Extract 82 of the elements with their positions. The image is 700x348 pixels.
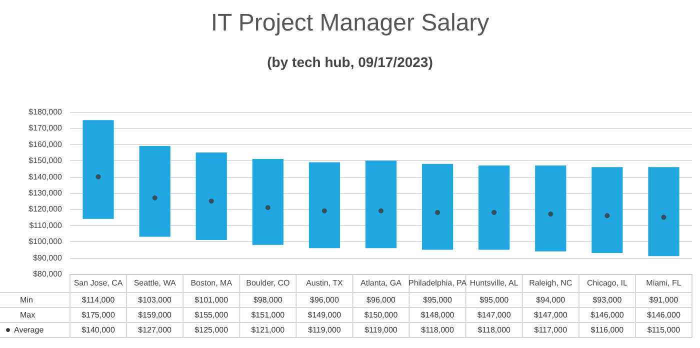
point xyxy=(548,212,554,217)
text: $148,000 xyxy=(420,310,455,320)
text: $91,000 xyxy=(649,296,679,304)
data-label: $117,000 xyxy=(534,326,568,334)
point xyxy=(152,195,158,200)
data-label: $140,000 xyxy=(82,326,116,334)
x-tick-label: Boston, MA xyxy=(190,278,233,288)
text: $93,000 xyxy=(592,296,622,304)
chart-title: IT Project Manager Salary xyxy=(210,10,490,36)
x-tick-label: Boulder, CO xyxy=(246,278,290,288)
bar xyxy=(478,165,510,250)
y-tick-label: $130,000 xyxy=(28,188,63,198)
text: $159,000 xyxy=(138,310,172,320)
y-tick-label: $120,000 xyxy=(28,204,63,214)
y-tick-label: $180,000 xyxy=(28,108,63,116)
text: $96,000 xyxy=(366,296,396,304)
bar xyxy=(592,167,623,253)
text: $98,000 xyxy=(253,296,283,304)
text: $146,000 xyxy=(647,310,681,320)
text: Max xyxy=(20,310,36,320)
bar xyxy=(82,120,114,219)
point xyxy=(96,174,101,180)
data-label: $127,000 xyxy=(138,326,172,334)
x-tick-label: Atlanta, GA xyxy=(360,278,402,288)
point xyxy=(661,214,666,220)
text: $114,000 xyxy=(82,296,116,304)
point xyxy=(604,213,610,218)
y-tick-label: $170,000 xyxy=(28,124,63,133)
bar xyxy=(308,162,340,248)
x-tick-label: Austin, TX xyxy=(306,278,344,288)
bar xyxy=(648,167,680,256)
point xyxy=(435,210,440,215)
bar xyxy=(252,158,284,245)
x-tick-label: Philadelphia, PA xyxy=(408,278,468,288)
point xyxy=(208,198,214,204)
x-tick-label: Seattle, WA xyxy=(134,278,176,288)
data-label: $118,000 xyxy=(478,326,512,334)
x-tick-label: Chicago, IL xyxy=(586,278,628,288)
x-tick-label: Huntsville, AL xyxy=(470,278,519,288)
x-tick-label: San Jose, CA xyxy=(74,278,124,288)
point xyxy=(265,205,270,210)
text: Min xyxy=(20,296,33,304)
y-tick-label: $160,000 xyxy=(28,140,63,149)
point xyxy=(492,210,497,215)
text: $146,000 xyxy=(590,310,624,320)
chart-subtitle: (by tech hub, 09/17/2023) xyxy=(267,54,433,70)
data-label: $116,000 xyxy=(590,326,624,334)
point xyxy=(378,208,384,214)
text: $96,000 xyxy=(310,296,340,304)
data-label: $115,000 xyxy=(647,326,681,334)
text: $151,000 xyxy=(251,310,286,320)
y-tick-label: $150,000 xyxy=(28,156,63,166)
x-tick-label: Raleigh, NC xyxy=(529,278,572,288)
bar xyxy=(196,152,227,240)
text: $95,000 xyxy=(480,296,510,304)
text: $94,000 xyxy=(536,296,566,304)
text: $150,000 xyxy=(364,310,398,320)
data-label: $119,000 xyxy=(364,326,398,334)
text: $147,000 xyxy=(477,310,512,320)
data-label: $118,000 xyxy=(421,326,454,334)
y-tick-label: $140,000 xyxy=(28,172,63,182)
x-tick-label: Miami, FL xyxy=(646,278,682,288)
text: $175,000 xyxy=(82,310,116,320)
text: $103,000 xyxy=(138,296,172,304)
bar xyxy=(422,164,454,250)
text: $101,000 xyxy=(194,296,229,304)
y-tick-label: $90,000 xyxy=(33,253,63,262)
point xyxy=(322,208,327,214)
legend-label: Average xyxy=(14,326,44,334)
bar xyxy=(535,165,566,252)
text: $147,000 xyxy=(534,310,568,320)
data-label: $125,000 xyxy=(194,326,229,334)
data-label: $119,000 xyxy=(308,326,342,334)
data-label: $121,000 xyxy=(251,326,286,334)
bar xyxy=(139,146,170,237)
y-tick-label: $110,000 xyxy=(29,220,63,230)
y-tick-label: $100,000 xyxy=(28,237,63,246)
text: $155,000 xyxy=(194,310,229,320)
bar xyxy=(365,160,397,248)
text: $149,000 xyxy=(308,310,342,320)
y-tick-label: $80,000 xyxy=(33,270,63,278)
text: $95,000 xyxy=(423,296,453,304)
